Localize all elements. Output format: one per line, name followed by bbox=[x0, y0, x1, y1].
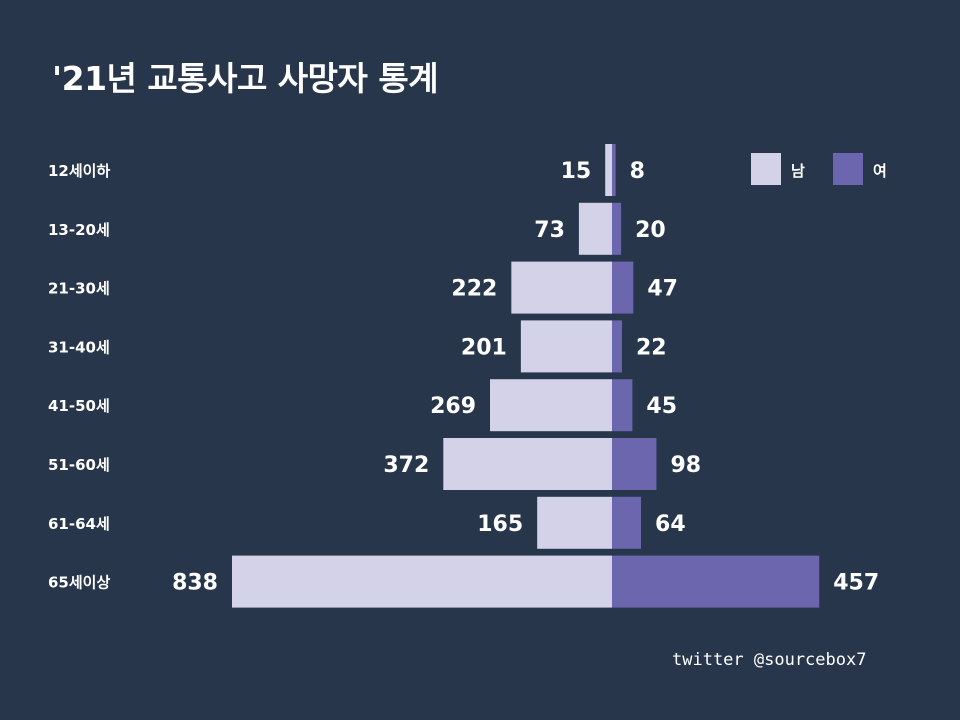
bar-male-6 bbox=[537, 496, 612, 549]
value-label-male: 15 bbox=[561, 159, 592, 184]
category-label: 41-50세 bbox=[48, 397, 110, 415]
category-label: 31-40세 bbox=[48, 338, 110, 356]
bar-male-0 bbox=[605, 144, 612, 196]
value-label-male: 201 bbox=[461, 335, 507, 360]
bar-female-5 bbox=[612, 438, 657, 490]
bar-female-2 bbox=[612, 261, 634, 314]
category-label: 65세이상 bbox=[48, 574, 110, 592]
value-label-male: 372 bbox=[383, 453, 429, 478]
bar-female-7 bbox=[612, 555, 820, 608]
bar-male-4 bbox=[490, 379, 612, 432]
bar-female-3 bbox=[612, 320, 622, 373]
value-label-female: 47 bbox=[647, 277, 678, 302]
bar-female-6 bbox=[612, 496, 642, 549]
bar-female-4 bbox=[612, 379, 633, 432]
legend-label-male: 남 bbox=[791, 162, 805, 180]
bar-male-7 bbox=[232, 555, 612, 608]
value-label-male: 165 bbox=[477, 512, 523, 537]
value-label-male: 222 bbox=[451, 277, 497, 302]
legend-swatch-male bbox=[751, 153, 781, 185]
bar-female-1 bbox=[612, 202, 622, 255]
category-label: 12세이하 bbox=[48, 162, 110, 180]
value-label-female: 457 bbox=[833, 571, 879, 596]
chart-title: '21년 교통사고 사망자 통계 bbox=[52, 59, 439, 98]
bar-male-3 bbox=[520, 320, 612, 373]
value-label-male: 838 bbox=[172, 571, 218, 596]
labels-layer: 12세이하 15 8 13-20세 73 20 21-30세 222 47 31-40세 201 22… bbox=[48, 159, 879, 596]
value-label-male: 73 bbox=[534, 218, 565, 243]
value-label-female: 98 bbox=[670, 453, 701, 478]
value-label-female: 45 bbox=[646, 394, 677, 419]
credit-text: twitter @sourcebox7 bbox=[672, 650, 867, 670]
bar-male-1 bbox=[578, 202, 612, 255]
category-label: 21-30세 bbox=[48, 280, 110, 298]
category-label: 61-64세 bbox=[48, 515, 110, 533]
bar-male-5 bbox=[443, 438, 612, 490]
category-label: 51-60세 bbox=[48, 456, 110, 474]
legend-label-female: 여 bbox=[873, 162, 887, 180]
bar-male-2 bbox=[511, 261, 612, 314]
legend-swatch-female bbox=[833, 153, 863, 185]
value-label-female: 22 bbox=[636, 335, 667, 360]
bars-layer bbox=[232, 144, 820, 608]
value-label-female: 8 bbox=[630, 159, 645, 184]
bar-female-0 bbox=[612, 144, 616, 196]
value-label-female: 20 bbox=[635, 218, 666, 243]
value-label-female: 64 bbox=[655, 512, 686, 537]
value-label-male: 269 bbox=[430, 394, 476, 419]
category-label: 13-20세 bbox=[48, 221, 110, 239]
